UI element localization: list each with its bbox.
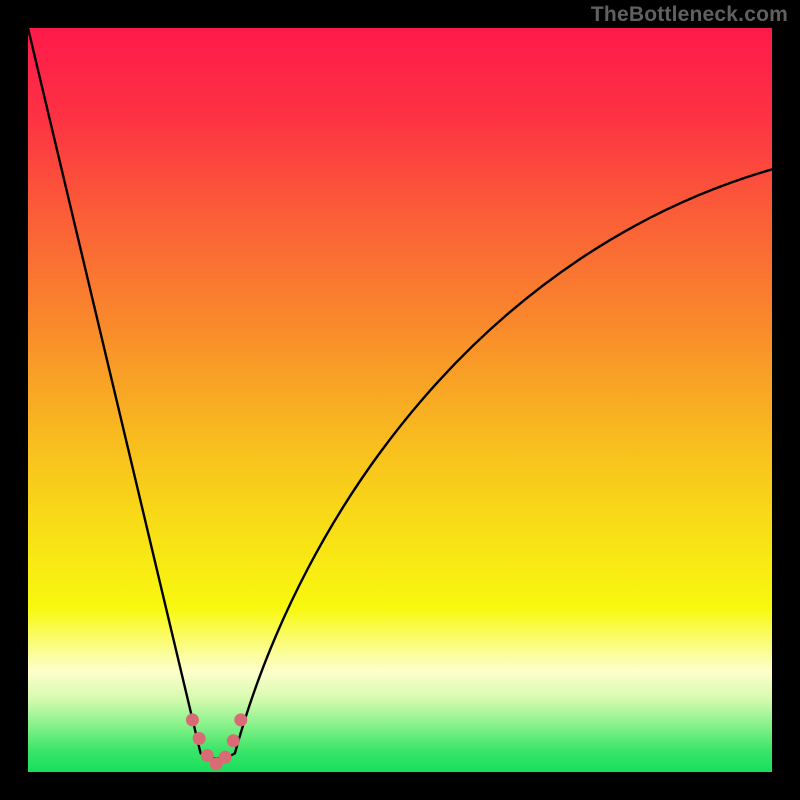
chart-frame: TheBottleneck.com: [0, 0, 800, 800]
plot-area: [28, 28, 772, 772]
trough-marker: [234, 713, 247, 726]
bottleneck-curve: [28, 28, 772, 772]
watermark-text: TheBottleneck.com: [591, 3, 788, 27]
curve-path: [28, 28, 772, 759]
trough-marker: [186, 713, 199, 726]
trough-marker: [219, 751, 232, 764]
trough-marker: [193, 732, 206, 745]
trough-markers: [186, 713, 247, 770]
trough-marker: [227, 734, 240, 747]
